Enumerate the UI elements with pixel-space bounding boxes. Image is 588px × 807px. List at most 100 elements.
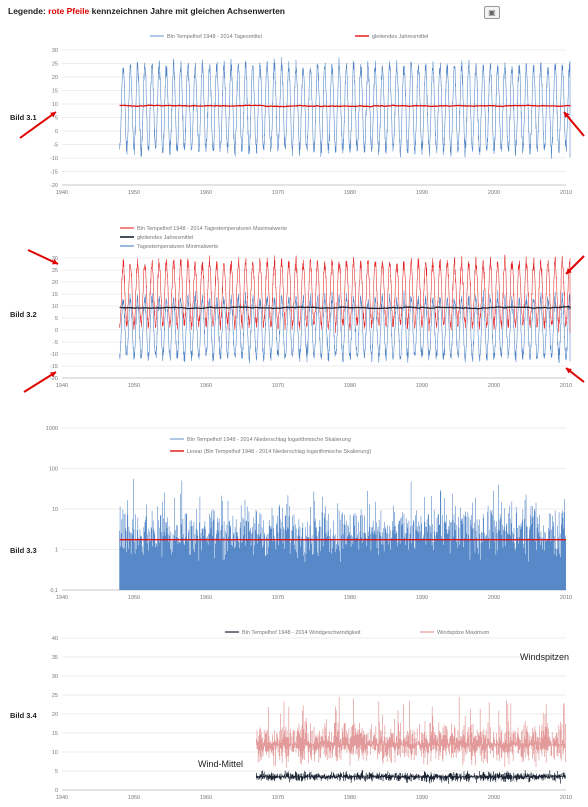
x-tick-label: 1940 <box>56 795 68 801</box>
y-tick-label: 30 <box>52 48 58 54</box>
x-tick-label: 1950 <box>128 190 140 196</box>
x-tick-label: 1960 <box>200 383 212 389</box>
y-tick-label: -10 <box>50 156 58 162</box>
x-tick-label: 1950 <box>128 595 140 601</box>
x-tick-label: 1970 <box>272 595 284 601</box>
figure-label: Bild 3.3 <box>10 546 37 555</box>
x-tick-label: 2010 <box>560 795 572 801</box>
y-tick-label: 1 <box>55 548 58 554</box>
series-wind-mean <box>256 770 566 784</box>
y-tick-label: 1000 <box>46 426 58 432</box>
y-tick-label: 25 <box>52 62 58 68</box>
y-tick-label: -5 <box>53 340 58 346</box>
x-tick-label: 1960 <box>200 595 212 601</box>
x-tick-label: 2010 <box>560 595 572 601</box>
red-arrow <box>23 371 57 393</box>
x-tick-label: 2000 <box>488 190 500 196</box>
y-tick-label: 10 <box>52 304 58 310</box>
figure-label: Bild 3.1 <box>10 113 37 122</box>
annotation-windspitzen: Windspitzen <box>520 652 569 662</box>
x-tick-label: 1980 <box>344 595 356 601</box>
y-tick-label: 15 <box>52 89 58 95</box>
series-daily-maximum <box>119 254 571 334</box>
y-tick-label: 0 <box>55 788 58 794</box>
x-tick-label: 1960 <box>200 795 212 801</box>
annotation-wind-mittel: Wind-Mittel <box>198 759 243 769</box>
x-tick-label: 1990 <box>416 190 428 196</box>
y-tick-label: 5 <box>55 116 58 122</box>
y-tick-label: 25 <box>52 268 58 274</box>
red-arrowhead <box>566 268 572 274</box>
x-tick-label: 1940 <box>56 383 68 389</box>
legend-entry: Windspitze Maximum <box>437 630 490 636</box>
x-tick-label: 1950 <box>128 383 140 389</box>
y-tick-label: 10 <box>52 507 58 513</box>
series-daily-precipitation <box>119 478 566 590</box>
legend-rest: kennzeichnen Jahre mit gleichen Achsenwe… <box>91 6 285 16</box>
red-arrowhead <box>50 112 56 118</box>
y-tick-label: 100 <box>49 467 58 473</box>
series-moving-annual-mean <box>119 104 571 108</box>
red-arrowhead <box>564 112 570 118</box>
red-arrow <box>27 249 59 265</box>
y-tick-label: 0 <box>55 129 58 135</box>
x-tick-label: 1940 <box>56 190 68 196</box>
x-tick-label: 2000 <box>488 595 500 601</box>
y-tick-label: 10 <box>52 102 58 108</box>
y-tick-label: 5 <box>55 769 58 775</box>
image-icon[interactable]: ▣ <box>484 6 500 19</box>
y-tick-label: -15 <box>50 364 58 370</box>
x-tick-label: 2000 <box>488 383 500 389</box>
y-tick-label: 20 <box>52 75 58 81</box>
y-tick-label: 15 <box>52 731 58 737</box>
series-wind-peaks <box>256 697 566 768</box>
chart-bild-3-2: -20 -15 -10 -5 0 5 10 15 20 25 30 1940 1950 1960 1970 1… <box>10 226 585 393</box>
y-tick-label: -15 <box>50 170 58 176</box>
x-tick-label: 1980 <box>344 190 356 196</box>
figure-label: Bild 3.4 <box>10 711 38 720</box>
series-daily-mean <box>119 57 571 159</box>
legend-entry: Bln Tempelhof 1948 - 2014 Niederschlag l… <box>187 437 351 443</box>
x-tick-label: 2010 <box>560 190 572 196</box>
legend-highlight: rote Pfeile <box>48 6 90 16</box>
x-tick-label: 1990 <box>416 595 428 601</box>
y-tick-label: 40 <box>52 636 58 642</box>
legend-entry: Bln Tempelhof 1948 - 2014 Windgeschwindi… <box>242 630 361 636</box>
y-tick-label: 25 <box>52 693 58 699</box>
y-tick-label: 35 <box>52 655 58 661</box>
y-tick-label: 20 <box>52 280 58 286</box>
x-tick-label: 1950 <box>128 795 140 801</box>
y-tick-label: 0 <box>55 328 58 334</box>
legend-entry: gleitendes Jahresmittel <box>372 34 428 40</box>
x-tick-label: 2000 <box>488 795 500 801</box>
y-tick-label: -20 <box>50 376 58 382</box>
x-tick-label: 1970 <box>272 383 284 389</box>
x-tick-label: 1990 <box>416 383 428 389</box>
y-tick-label: 30 <box>52 256 58 262</box>
x-tick-label: 1970 <box>272 795 284 801</box>
y-tick-label: 10 <box>52 750 58 756</box>
series-daily-minimum <box>119 289 571 364</box>
legend-entry: Bln Tempelhof 1948 - 2014 Tagesmittel <box>167 34 262 40</box>
red-arrowhead <box>50 372 56 378</box>
x-tick-label: 1980 <box>344 383 356 389</box>
chart-bild-3-1: -20 -15 -10 -5 0 5 10 15 20 25 30 1940 1950 1960 1970 1… <box>10 34 585 196</box>
legend-entry: Linear (Bln Tempelhof 1948 - 2014 Nieder… <box>187 449 371 455</box>
y-tick-label: 30 <box>52 674 58 680</box>
chart-bild-3-3: 0,1 1 10 100 1000 1940 1950 1960 1970 1980 1990 200… <box>10 426 572 601</box>
y-tick-label: -10 <box>50 352 58 358</box>
y-tick-label: 15 <box>52 292 58 298</box>
x-tick-label: 1940 <box>56 595 68 601</box>
red-arrow <box>19 111 57 139</box>
y-tick-label: -5 <box>53 143 58 149</box>
legend-entry: Tagestemperaturen Minimalwerte <box>137 244 218 250</box>
figure-label: Bild 3.2 <box>10 310 37 319</box>
series-moving-annual-mean <box>119 305 571 310</box>
y-tick-label: 5 <box>55 316 58 322</box>
red-arrowhead <box>566 368 572 374</box>
x-tick-label: 1990 <box>416 795 428 801</box>
x-tick-label: 2010 <box>560 383 572 389</box>
y-tick-label: -20 <box>50 183 58 189</box>
legend-entry: Bln Tempelhof 1948 - 2014 Tagestemperatu… <box>137 226 287 232</box>
